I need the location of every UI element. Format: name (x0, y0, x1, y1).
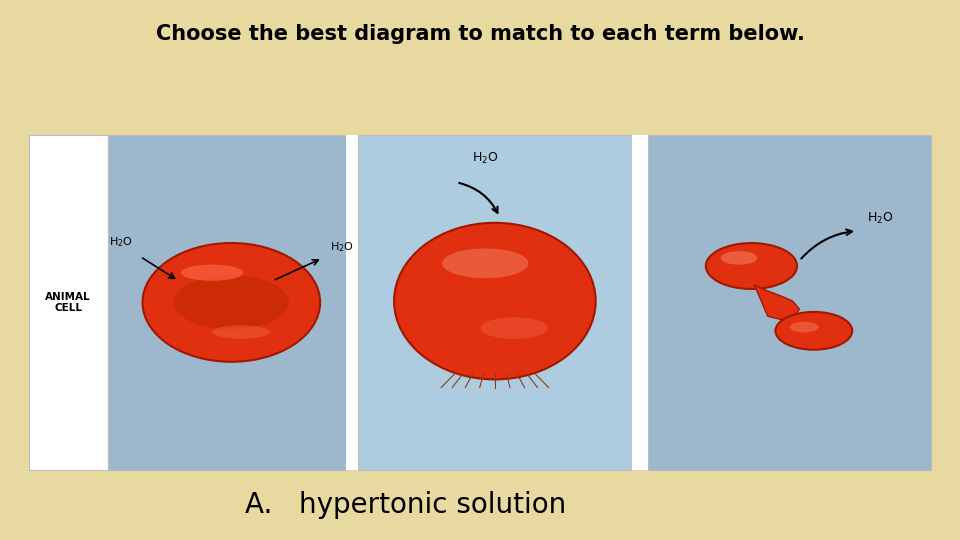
FancyBboxPatch shape (648, 135, 931, 470)
FancyBboxPatch shape (346, 135, 358, 470)
Ellipse shape (706, 243, 797, 289)
Text: $\mathregular{H_2O}$: $\mathregular{H_2O}$ (472, 151, 498, 166)
Text: A.   hypertonic solution: A. hypertonic solution (245, 491, 566, 519)
Ellipse shape (480, 318, 547, 339)
Polygon shape (755, 285, 800, 320)
FancyBboxPatch shape (29, 135, 108, 470)
Ellipse shape (212, 325, 270, 339)
Text: $\mathregular{H_2O}$: $\mathregular{H_2O}$ (330, 240, 354, 254)
Ellipse shape (174, 275, 289, 329)
Ellipse shape (142, 243, 320, 362)
Text: $\mathregular{H_2O}$: $\mathregular{H_2O}$ (867, 211, 893, 226)
Ellipse shape (442, 248, 528, 278)
FancyBboxPatch shape (358, 135, 632, 470)
Text: ANIMAL
CELL: ANIMAL CELL (45, 292, 91, 313)
Ellipse shape (180, 265, 243, 281)
Ellipse shape (721, 251, 757, 265)
FancyBboxPatch shape (108, 135, 346, 470)
Text: Choose the best diagram to match to each term below.: Choose the best diagram to match to each… (156, 24, 804, 44)
FancyBboxPatch shape (632, 135, 648, 470)
Ellipse shape (776, 312, 852, 350)
Text: $\mathregular{H_2O}$: $\mathregular{H_2O}$ (108, 235, 132, 249)
Ellipse shape (394, 223, 595, 380)
Ellipse shape (790, 322, 819, 333)
